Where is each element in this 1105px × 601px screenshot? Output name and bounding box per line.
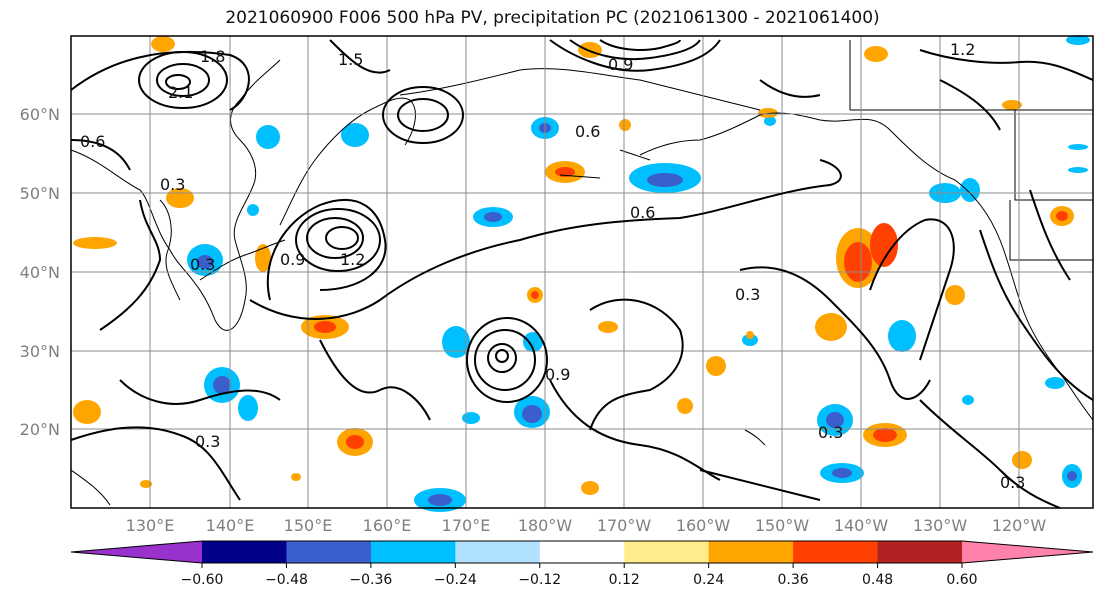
contour-label: 0.3: [735, 285, 760, 304]
pv-contours: [70, 39, 1094, 509]
lon-label: 120°W: [992, 516, 1047, 535]
lon-label: 130°E: [126, 516, 175, 535]
colorbar-segment: [202, 541, 287, 563]
contour-label: 1.2: [340, 250, 365, 269]
precip-shading: [73, 35, 1090, 512]
contour-label: 0.9: [280, 250, 305, 269]
contour-label: 0.6: [575, 122, 600, 141]
colorbar-segment: [539, 541, 625, 563]
colorbar-tick-label: 0.36: [778, 572, 809, 588]
contour-label: 0.3: [195, 432, 220, 451]
contour-labels: 0.6 0.3 0.9 1.2 1.5 1.8 2.1 0.6 0.3 0.9 …: [80, 40, 1025, 492]
contour-label: 0.3: [190, 255, 215, 274]
latitude-labels: 60°N 50°N 40°N 30°N 20°N: [20, 105, 60, 439]
colorbar-tick-label: 0.48: [862, 572, 893, 588]
contour-label: 0.9: [608, 55, 633, 74]
lat-label: 30°N: [20, 342, 60, 361]
lon-label: 170°E: [442, 516, 491, 535]
colorbar-tick-label: 0.12: [609, 572, 640, 588]
longitude-labels: 130°E 140°E 150°E 160°E 170°E 180°W 170°…: [126, 516, 1047, 535]
colorbar-tick-label: 0.60: [946, 572, 977, 588]
contour-label: 1.2: [950, 40, 975, 59]
colorbar-segment: [877, 541, 963, 563]
colorbar-segment: [370, 541, 456, 563]
contour-label: 2.1: [168, 83, 193, 102]
colorbar-extend-high: [962, 541, 1093, 563]
lon-label: 140°W: [834, 516, 889, 535]
colorbar-segment: [793, 541, 879, 563]
colorbar: −0.60 −0.48 −0.36 −0.24 −0.12 0.12 0.24 0.36 0.4…: [70, 540, 1094, 588]
lon-label: 170°W: [597, 516, 652, 535]
lon-label: 140°E: [206, 516, 255, 535]
colorbar-tick-label: −0.24: [434, 572, 477, 588]
lat-label: 40°N: [20, 263, 60, 282]
colorbar-extend-low: [71, 541, 202, 563]
colorbar-segment: [286, 541, 372, 563]
colorbar-tick-label: 0.24: [693, 572, 724, 588]
colorbar-segment: [708, 541, 794, 563]
map-frame: [70, 35, 1094, 509]
contour-label: 0.6: [80, 132, 105, 151]
lon-label: 180°W: [518, 516, 573, 535]
lat-label: 50°N: [20, 184, 60, 203]
lon-label: 150°E: [284, 516, 333, 535]
lon-label: 160°W: [676, 516, 731, 535]
colorbar-tick-label: −0.48: [265, 572, 308, 588]
contour-label: 1.8: [200, 47, 225, 66]
contour-label: 0.6: [630, 203, 655, 222]
colorbar-segment: [455, 541, 541, 563]
coastlines: [70, 40, 1094, 506]
contour-label: 0.3: [818, 423, 843, 442]
colorbar-segment: [624, 541, 710, 563]
contour-label: 0.3: [1000, 473, 1025, 492]
contour-label: 0.3: [160, 175, 185, 194]
lon-label: 130°W: [913, 516, 968, 535]
contour-label: 0.9: [545, 365, 570, 384]
lat-label: 60°N: [20, 105, 60, 124]
lat-label: 20°N: [20, 420, 60, 439]
contour-label: 1.5: [338, 50, 363, 69]
map-title: 2021060900 F006 500 hPa PV, precipitatio…: [225, 8, 880, 28]
lon-label: 160°E: [363, 516, 412, 535]
colorbar-tick-label: −0.36: [349, 572, 392, 588]
colorbar-tick-label: −0.60: [181, 572, 224, 588]
lon-label: 150°W: [755, 516, 810, 535]
colorbar-tick-label: −0.12: [518, 572, 561, 588]
